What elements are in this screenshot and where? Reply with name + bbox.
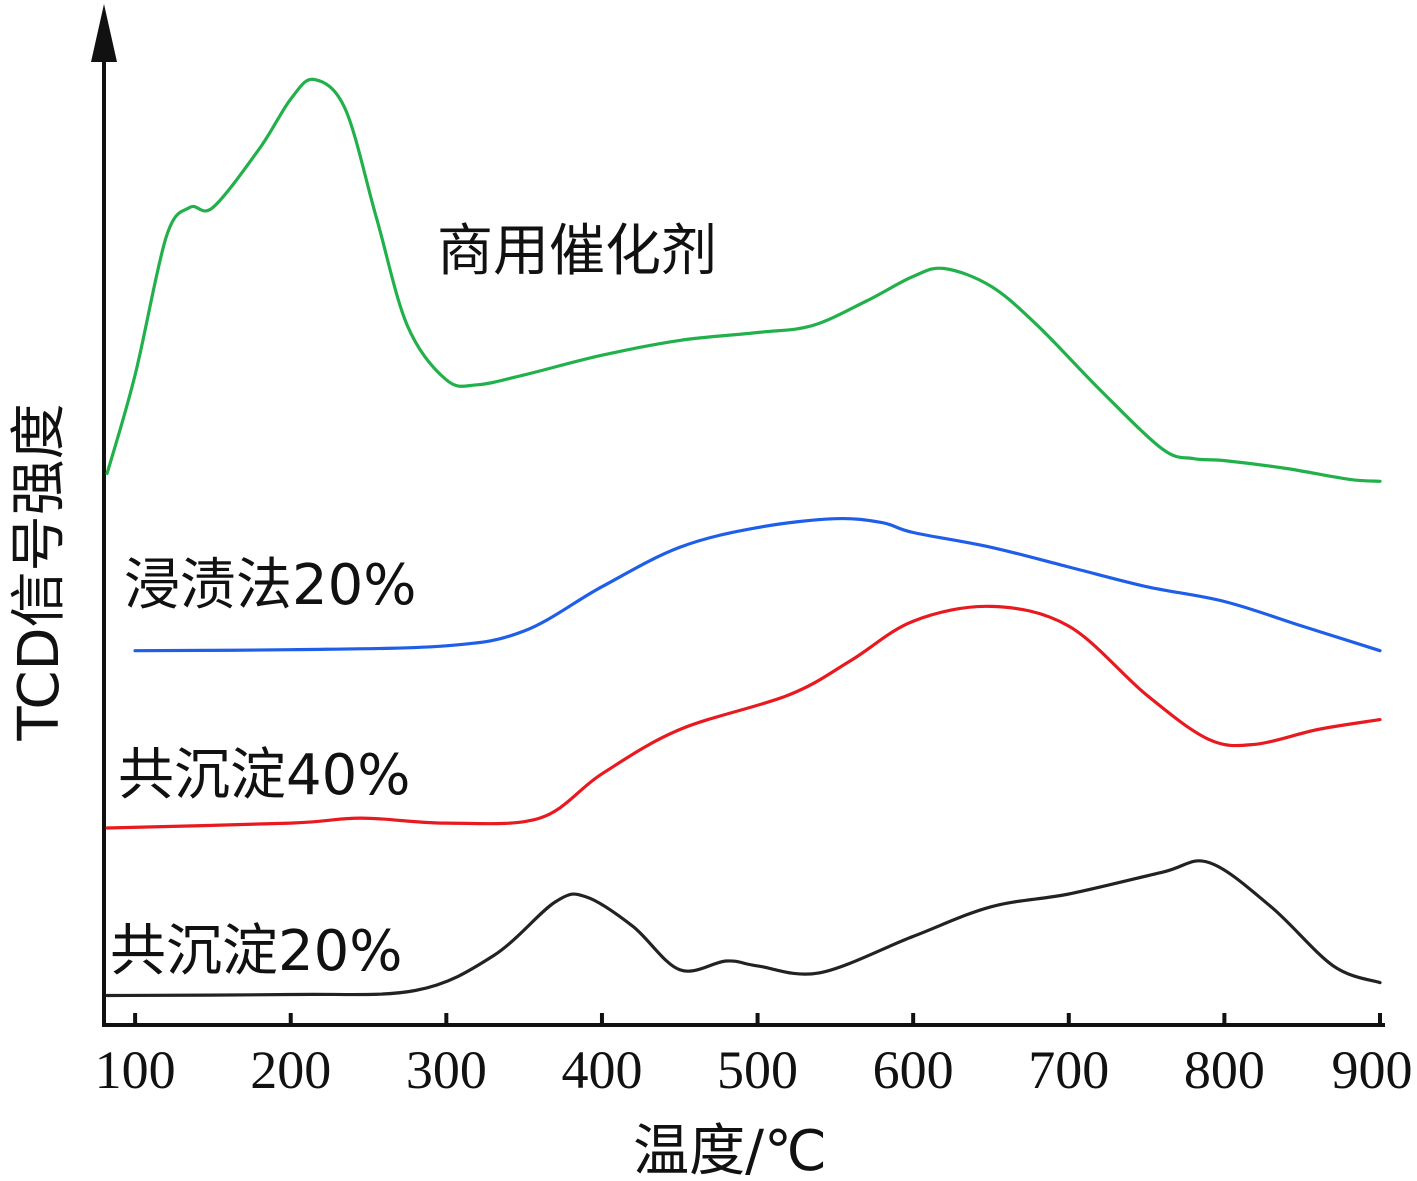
x-axis-title: 温度/℃ [633, 1119, 827, 1181]
x-tick-label: 700 [1028, 1040, 1109, 1100]
x-tick-label: 500 [717, 1040, 798, 1100]
x-tick-label: 600 [873, 1040, 954, 1100]
x-tick-label: 900 [1332, 1040, 1413, 1100]
axes: 100 200 300 400 500 600 700 800 900 [91, 4, 1413, 1100]
series-line-impregnation-20 [133, 516, 1382, 653]
x-tick-label: 100 [95, 1040, 176, 1100]
series-line-coprecipitation-20 [105, 859, 1382, 998]
series-label-coprecipitation-20: 共沉淀20% [110, 919, 402, 984]
x-tick-label: 200 [250, 1040, 331, 1100]
y-axis-title: TCD信号强度 [7, 403, 72, 741]
series-labels: 商用催化剂 浸渍法20% 共沉淀40% 共沉淀20% [110, 219, 717, 984]
x-ticks: 100 200 300 400 500 600 700 800 900 [95, 1013, 1413, 1100]
series-label-commercial: 商用催化剂 [437, 219, 717, 284]
series-lines [105, 77, 1382, 998]
series-line-commercial [105, 77, 1382, 483]
series-label-impregnation-20: 浸渍法20% [124, 553, 416, 618]
x-tick-label: 400 [561, 1040, 642, 1100]
x-tick-label: 800 [1184, 1040, 1265, 1100]
y-axis-arrow-icon [91, 4, 117, 62]
series-label-coprecipitation-40: 共沉淀40% [118, 743, 410, 808]
series-line-coprecipitation-40 [105, 604, 1382, 830]
x-tick-label: 300 [406, 1040, 487, 1100]
